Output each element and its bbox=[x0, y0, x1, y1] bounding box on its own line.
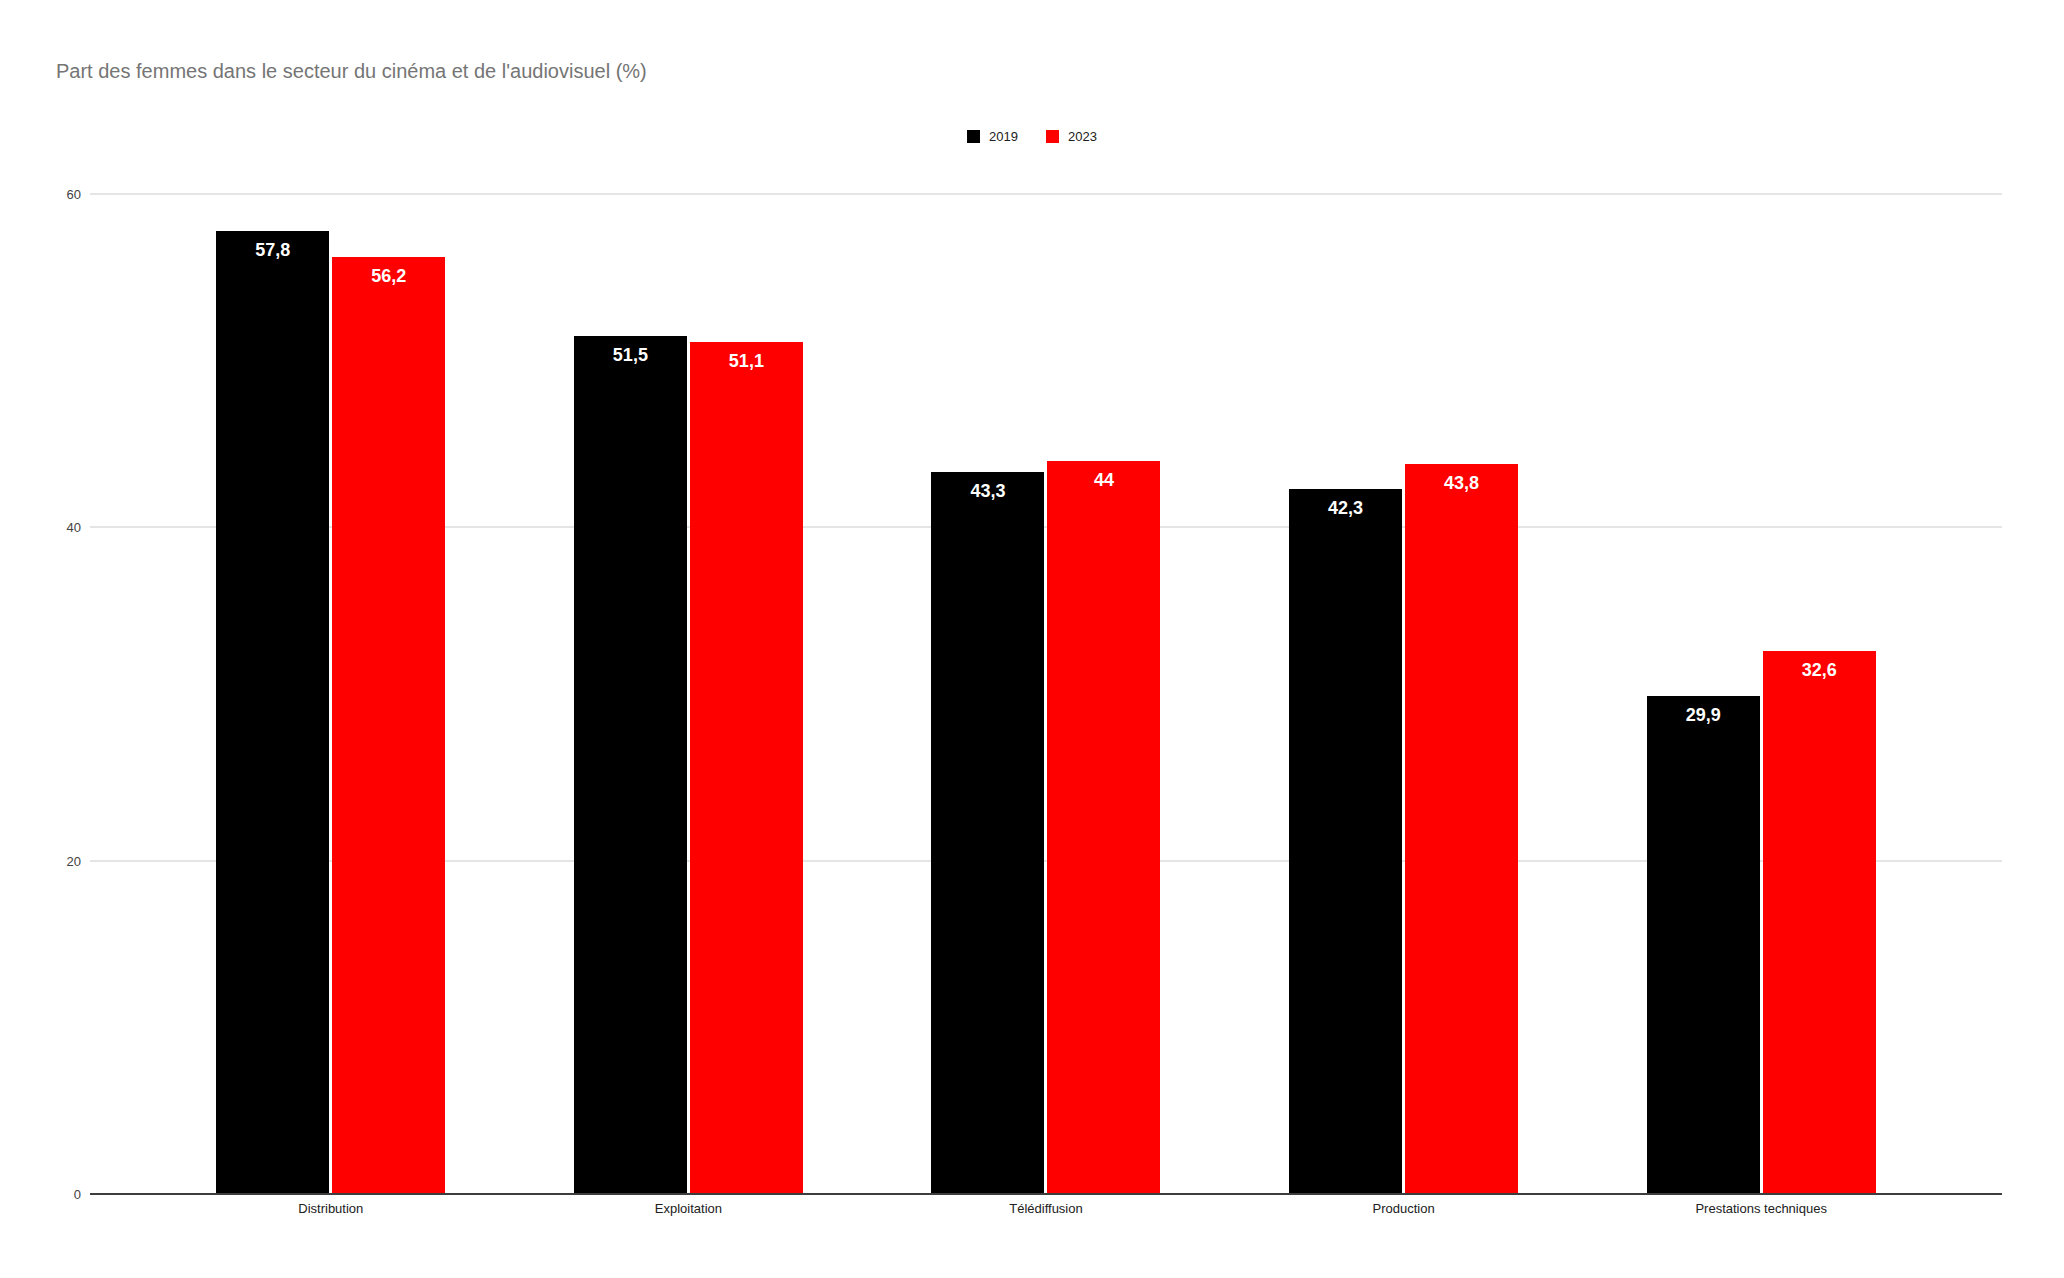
legend-item-2023: 2023 bbox=[1046, 129, 1097, 144]
category-label-prestations-techniques: Prestations techniques bbox=[1542, 1201, 1980, 1216]
bar-groups: 57,856,2Distribution51,551,1Exploitation… bbox=[90, 194, 2002, 1194]
bar-2023-production: 43,8 bbox=[1405, 464, 1518, 1194]
bar-2023-distribution: 56,2 bbox=[332, 257, 445, 1194]
bar-2019-exploitation: 51,5 bbox=[574, 336, 687, 1194]
bar-2023-telediffusion: 44 bbox=[1047, 461, 1160, 1194]
bar-pair-telediffusion: 43,344 bbox=[867, 194, 1225, 1194]
plot-area: 57,856,2Distribution51,551,1Exploitation… bbox=[90, 194, 2002, 1194]
legend: 2019 2023 bbox=[0, 129, 2064, 144]
y-tick-label-0: 0 bbox=[74, 1187, 81, 1202]
bar-2023-exploitation: 51,1 bbox=[690, 342, 803, 1194]
bar-pair-distribution: 57,856,2 bbox=[152, 194, 510, 1194]
chart-title: Part des femmes dans le secteur du ciném… bbox=[56, 60, 647, 83]
legend-swatch-2019 bbox=[967, 130, 980, 143]
bar-value-label-2019-telediffusion: 43,3 bbox=[931, 472, 1044, 502]
bar-2019-distribution: 57,8 bbox=[216, 231, 329, 1194]
bar-group-prestations-techniques: 29,932,6Prestations techniques bbox=[1582, 194, 1940, 1194]
bar-group-distribution: 57,856,2Distribution bbox=[152, 194, 510, 1194]
bar-2019-production: 42,3 bbox=[1289, 489, 1402, 1194]
bar-pair-production: 42,343,8 bbox=[1225, 194, 1583, 1194]
bar-2019-prestations-techniques: 29,9 bbox=[1647, 696, 1760, 1194]
bar-pair-exploitation: 51,551,1 bbox=[510, 194, 868, 1194]
legend-swatch-2023 bbox=[1046, 130, 1059, 143]
bar-value-label-2023-exploitation: 51,1 bbox=[690, 342, 803, 372]
legend-label-2019: 2019 bbox=[989, 129, 1018, 144]
bar-value-label-2023-telediffusion: 44 bbox=[1047, 461, 1160, 491]
y-tick-label-20: 20 bbox=[67, 853, 81, 868]
legend-item-2019: 2019 bbox=[967, 129, 1018, 144]
bar-value-label-2023-distribution: 56,2 bbox=[332, 257, 445, 287]
bar-value-label-2023-production: 43,8 bbox=[1405, 464, 1518, 494]
bar-value-label-2019-distribution: 57,8 bbox=[216, 231, 329, 261]
bar-group-production: 42,343,8Production bbox=[1225, 194, 1583, 1194]
bar-pair-prestations-techniques: 29,932,6 bbox=[1582, 194, 1940, 1194]
bar-value-label-2023-prestations-techniques: 32,6 bbox=[1763, 651, 1876, 681]
y-tick-label-40: 40 bbox=[67, 520, 81, 535]
bar-value-label-2019-production: 42,3 bbox=[1289, 489, 1402, 519]
bar-value-label-2019-prestations-techniques: 29,9 bbox=[1647, 696, 1760, 726]
legend-label-2023: 2023 bbox=[1068, 129, 1097, 144]
bar-value-label-2019-exploitation: 51,5 bbox=[574, 336, 687, 366]
bar-2019-telediffusion: 43,3 bbox=[931, 472, 1044, 1194]
bar-group-telediffusion: 43,344Télédiffusion bbox=[867, 194, 1225, 1194]
y-tick-label-60: 60 bbox=[67, 187, 81, 202]
bar-group-exploitation: 51,551,1Exploitation bbox=[510, 194, 868, 1194]
x-axis-line bbox=[90, 1193, 2002, 1195]
bar-2023-prestations-techniques: 32,6 bbox=[1763, 651, 1876, 1194]
